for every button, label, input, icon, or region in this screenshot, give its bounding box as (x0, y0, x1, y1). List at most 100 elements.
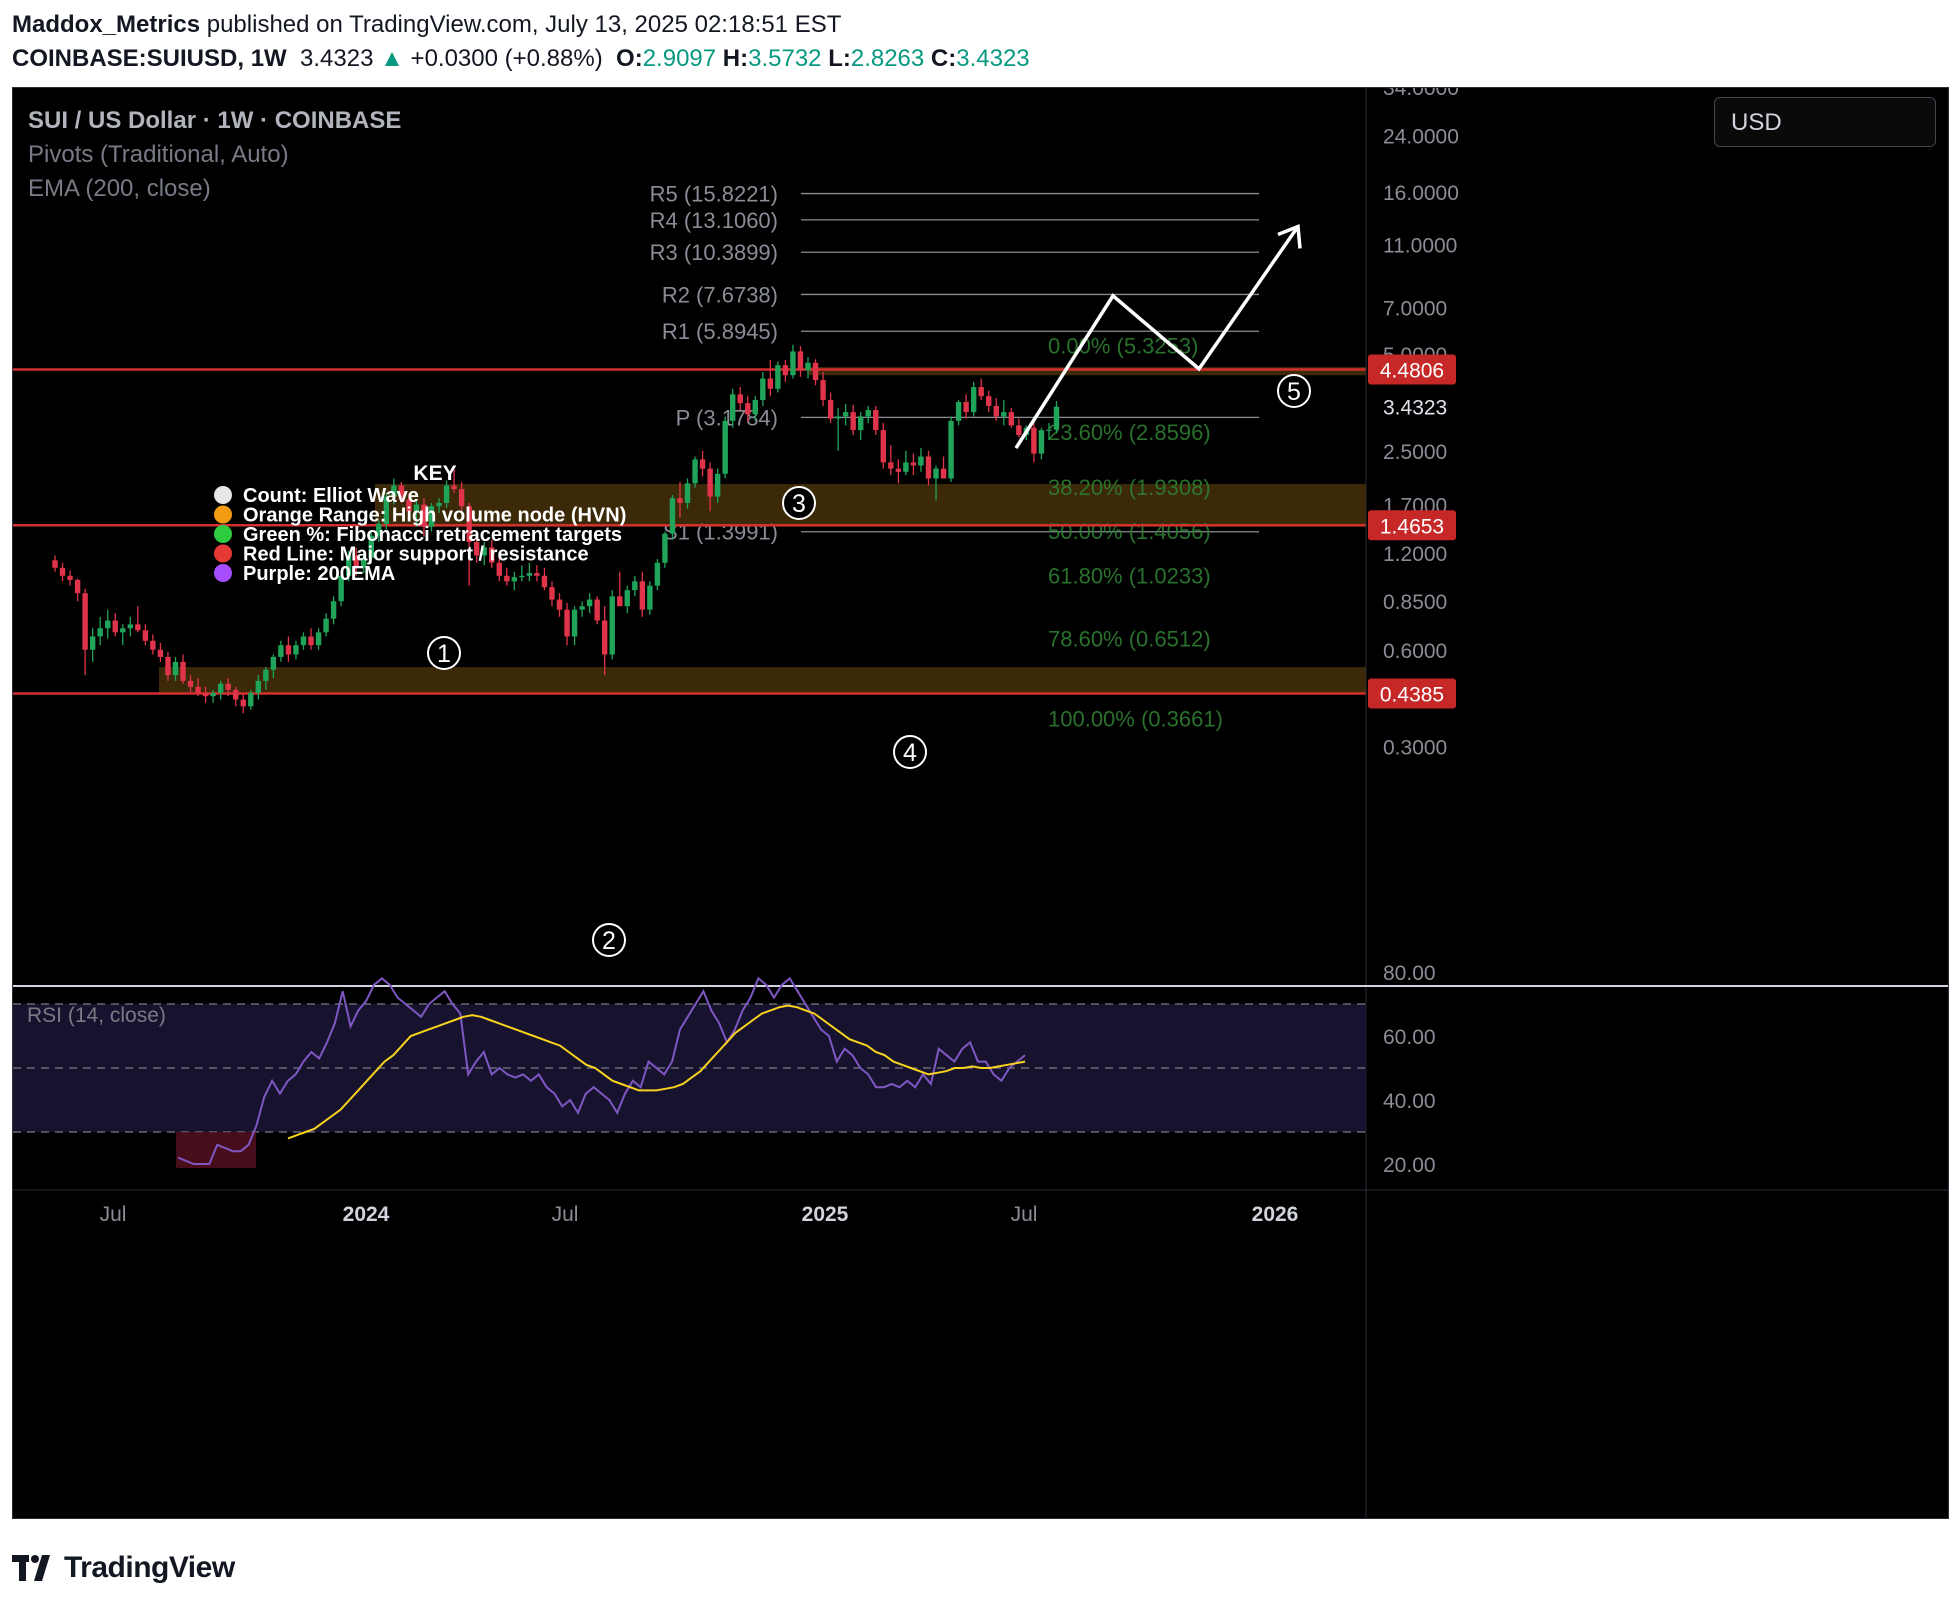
candle-body (180, 661, 186, 681)
candle (699, 450, 706, 477)
last-price: 3.4323 (300, 45, 374, 72)
fib-label: 50.00% (1.4056) (1048, 519, 1211, 544)
candle (632, 575, 638, 597)
candle-body (368, 535, 374, 558)
candle-body (89, 636, 96, 650)
candle-body (383, 496, 390, 524)
candle (233, 686, 239, 707)
candle (458, 481, 465, 514)
candle-body (888, 462, 894, 469)
candle (903, 450, 909, 476)
candle (112, 613, 118, 637)
low-label: L: (828, 45, 851, 72)
candle (511, 571, 518, 591)
key-color-dot (214, 505, 232, 524)
rsi-tick: 20.00 (1383, 1154, 1436, 1177)
candle-body (187, 680, 194, 687)
candle (782, 359, 789, 382)
candle (248, 689, 254, 710)
candle-body (263, 669, 269, 681)
key-item-label: Red Line: Major support / resistance (243, 544, 589, 566)
legend-ema[interactable]: EMA (200, close) (28, 175, 211, 202)
candle (571, 606, 578, 646)
candle (933, 465, 939, 501)
price-tick: 16.0000 (1383, 182, 1459, 205)
candle-body (406, 499, 412, 512)
candle-body (571, 609, 578, 637)
chart-area[interactable]: R5 (15.8221) R4 (13.1060) R3 (10.3899) R2 (… (12, 23, 1949, 1519)
candle-body (903, 462, 909, 472)
candle-body (202, 693, 209, 697)
candle (865, 405, 871, 424)
candle (1038, 427, 1045, 460)
candle-body (790, 351, 796, 376)
candle (790, 344, 796, 379)
candle (820, 372, 826, 406)
key-color-dot (214, 564, 232, 582)
candle (910, 453, 917, 476)
candle-body (59, 567, 66, 576)
symbol-line: COINBASE:SUIUSD, 1W 3.4323 ▲ +0.0300 (+0… (12, 42, 1942, 76)
candle-body (421, 504, 427, 527)
candle-body (986, 396, 992, 406)
candle (827, 392, 834, 424)
candle-body (398, 485, 405, 500)
candle (308, 628, 314, 650)
price-label-box (1368, 678, 1456, 709)
candle (858, 412, 864, 441)
candle-body (534, 573, 540, 576)
tradingview-wordmark: TradingView (64, 1551, 235, 1584)
candle-body (541, 575, 548, 588)
fib-label: 23.60% (2.8596) (1048, 420, 1211, 445)
key-color-dot (214, 486, 232, 504)
price-label-text: 0.4385 (1380, 683, 1444, 706)
author-name[interactable]: Maddox_Metrics (12, 11, 201, 38)
candle (353, 547, 359, 576)
candle (609, 590, 615, 660)
candle-body (248, 693, 254, 707)
currency-selector[interactable]: USD (1714, 97, 1936, 147)
time-tick: 2026 (1252, 1203, 1299, 1226)
price-tick: 34.0000 (1383, 88, 1459, 100)
legend-pivots[interactable]: Pivots (Traditional, Auto) (28, 141, 289, 168)
open-label: O: (616, 45, 643, 72)
candle (59, 562, 66, 582)
candle-body (1016, 425, 1022, 436)
candle (436, 498, 442, 514)
candle-body (880, 430, 886, 463)
candle-body (586, 599, 593, 607)
candle-body (233, 689, 239, 700)
candle-body (601, 620, 608, 655)
candle-body (895, 468, 902, 472)
hvn-zone (808, 367, 1366, 376)
price-tick: 11.0000 (1383, 234, 1457, 257)
candle-body (993, 405, 999, 417)
price-tick: 2.5000 (1383, 441, 1447, 464)
pivot-label: R3 (10.3899) (650, 240, 778, 265)
candle (526, 562, 533, 582)
legend-title[interactable]: SUI / US Dollar · 1W · COINBASE (28, 107, 402, 134)
candle-body (963, 401, 969, 413)
projection-arrowhead (1277, 223, 1302, 249)
candle-body (556, 599, 563, 610)
candle (285, 636, 292, 662)
fib-label: 78.60% (0.6512) (1048, 626, 1211, 651)
pivot-label: R1 (5.8945) (662, 319, 778, 344)
candle (127, 616, 133, 637)
candle (120, 624, 126, 646)
hvn-zone (159, 667, 1366, 694)
candle-body (654, 562, 661, 586)
candle (345, 550, 352, 582)
price-label-text: 4.4806 (1380, 359, 1444, 382)
fib-label: 61.80% (1.0233) (1048, 563, 1211, 588)
chart-legend: SUI / US Dollar · 1W · COINBASE Pivots (… (28, 104, 401, 206)
close-value: 3.4323 (956, 45, 1030, 72)
candle-body (873, 410, 879, 431)
chart-canvas[interactable]: R5 (15.8221)R4 (13.1060) R3 (10.3899) R2 (… (13, 23, 1948, 1518)
candle (767, 359, 774, 397)
key-item-label: Count: Elliot Wave (243, 485, 419, 507)
price-change: +0.0300 (+0.88%) (410, 45, 603, 72)
candle-body (74, 579, 81, 594)
candle (986, 390, 992, 413)
candle (466, 502, 472, 586)
